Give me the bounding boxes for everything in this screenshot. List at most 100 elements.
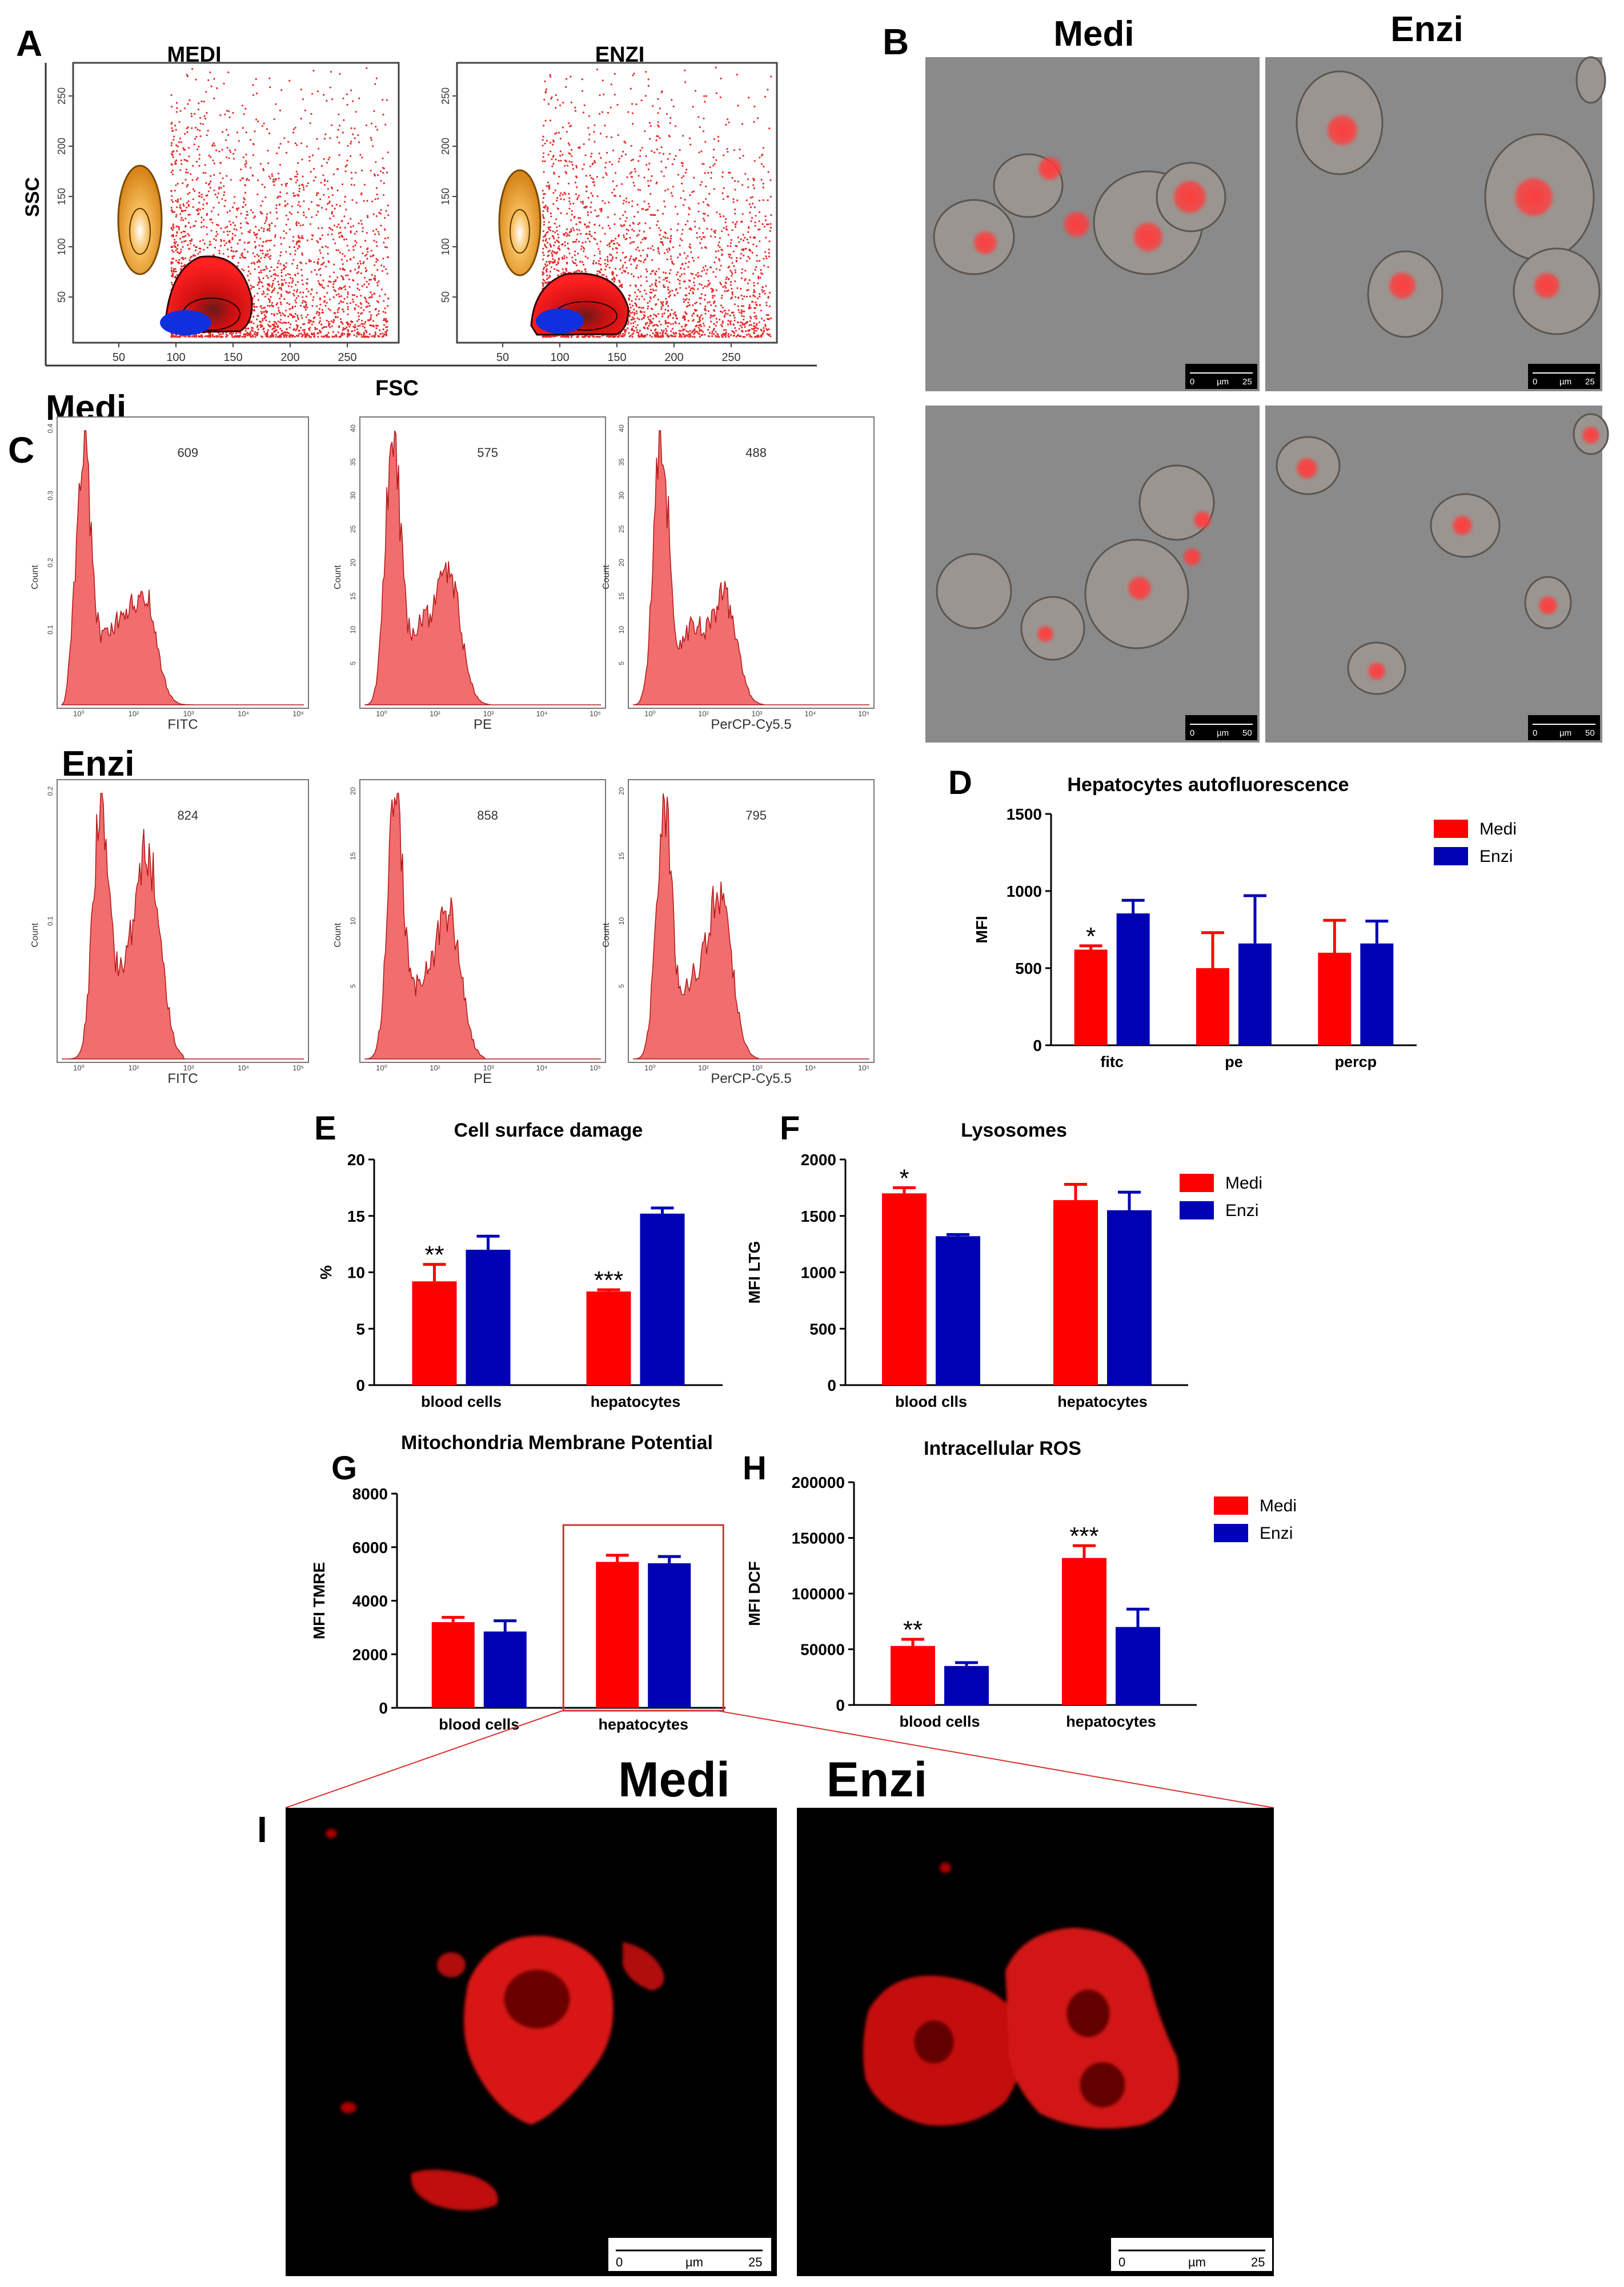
flow-event-dot	[684, 81, 687, 83]
flow-event-dot	[740, 287, 742, 290]
flow-event-dot	[170, 227, 173, 229]
flow-event-dot	[664, 321, 667, 323]
flow-event-dot	[586, 190, 588, 192]
flow-event-dot	[182, 203, 185, 205]
flow-event-dot	[612, 336, 615, 338]
flow-event-dot	[278, 260, 280, 262]
flow-event-dot	[208, 240, 211, 243]
flow-event-dot	[311, 216, 313, 218]
flow-event-dot	[170, 153, 173, 155]
flow-event-dot	[689, 194, 691, 196]
flow-event-dot	[721, 171, 724, 174]
flow-event-dot	[579, 222, 582, 224]
flow-event-dot	[724, 336, 727, 338]
flow-event-dot	[363, 323, 366, 325]
flow-event-dot	[542, 282, 544, 284]
flow-event-dot	[542, 145, 544, 147]
flow-event-dot	[656, 334, 659, 336]
flow-event-dot	[256, 93, 258, 95]
flow-event-dot	[187, 214, 190, 216]
flow-event-dot	[384, 237, 387, 240]
flow-event-dot	[622, 264, 624, 267]
flow-event-dot	[321, 207, 323, 209]
flow-event-dot	[767, 296, 769, 298]
flow-event-dot	[250, 262, 252, 264]
flow-event-dot	[602, 176, 604, 179]
flow-event-dot	[759, 276, 761, 279]
flow-event-dot	[649, 192, 652, 195]
flow-event-dot	[288, 303, 291, 306]
flow-event-dot	[175, 270, 177, 272]
flow-event-dot	[669, 238, 672, 240]
flow-event-dot	[367, 305, 369, 307]
flow-event-dot	[721, 192, 724, 194]
flow-event-dot	[701, 318, 704, 320]
flow-event-dot	[245, 154, 247, 156]
flow-event-dot	[300, 332, 302, 335]
flow-event-dot	[333, 319, 335, 322]
flow-event-dot	[579, 146, 581, 149]
flow-event-dot	[226, 129, 228, 131]
flow-event-dot	[550, 215, 552, 218]
flow-event-dot	[685, 168, 688, 171]
flow-event-dot	[658, 281, 661, 283]
flow-event-dot	[332, 331, 334, 333]
flow-event-dot	[719, 282, 721, 284]
flow-event-dot	[762, 147, 764, 149]
flow-event-dot	[339, 268, 342, 270]
flow-event-dot	[590, 192, 592, 194]
flow-event-dot	[332, 280, 335, 283]
flow-event-dot	[674, 311, 676, 314]
flow-event-dot	[636, 295, 638, 298]
flow-event-dot	[580, 248, 583, 250]
flow-event-dot	[762, 199, 764, 201]
flow-event-dot	[362, 325, 364, 327]
flow-event-dot	[374, 275, 376, 277]
flow-event-dot	[180, 268, 182, 270]
flow-event-dot	[684, 324, 687, 326]
flow-event-dot	[683, 328, 686, 331]
flow-event-dot	[626, 176, 628, 178]
flow-event-dot	[692, 320, 694, 322]
flow-event-dot	[238, 207, 240, 210]
flow-event-dot	[213, 162, 215, 164]
flow-event-dot	[762, 286, 764, 288]
flow-event-dot	[632, 222, 634, 224]
flow-event-dot	[271, 328, 274, 330]
flow-event-dot	[189, 214, 191, 216]
flow-event-dot	[366, 67, 368, 69]
flow-event-dot	[275, 323, 278, 325]
flow-event-dot	[710, 287, 712, 290]
flow-x-tick-label: 50	[113, 351, 125, 364]
flow-event-dot	[385, 334, 387, 336]
flow-event-dot	[568, 144, 571, 146]
flow-event-dot	[284, 205, 286, 207]
flow-event-dot	[243, 198, 246, 200]
flow-event-dot	[382, 167, 384, 169]
flow-event-dot	[234, 149, 236, 151]
flow-event-dot	[718, 241, 720, 243]
flow-event-dot	[599, 263, 602, 266]
flow-event-dot	[756, 335, 758, 338]
flow-event-dot	[375, 126, 377, 128]
flow-event-dot	[649, 288, 652, 291]
flow-event-dot	[331, 194, 334, 196]
flow-event-dot	[384, 246, 387, 248]
flow-event-dot	[268, 230, 271, 232]
flow-event-dot	[618, 234, 620, 236]
flow-event-dot	[752, 243, 755, 246]
flow-event-dot	[657, 298, 659, 301]
flow-event-dot	[376, 129, 379, 131]
flow-event-dot	[604, 263, 606, 265]
flow-event-dot	[602, 200, 604, 202]
flow-event-dot	[721, 325, 723, 328]
flow-event-dot	[264, 254, 267, 256]
flow-event-dot	[619, 285, 621, 287]
flow-event-dot	[745, 322, 748, 324]
flow-event-dot	[669, 122, 671, 124]
flow-event-dot	[247, 251, 249, 253]
flow-y-tick-label: 50	[56, 291, 67, 303]
flow-event-dot	[173, 139, 175, 141]
flow-event-dot	[295, 181, 298, 183]
flow-event-dot	[542, 285, 544, 287]
